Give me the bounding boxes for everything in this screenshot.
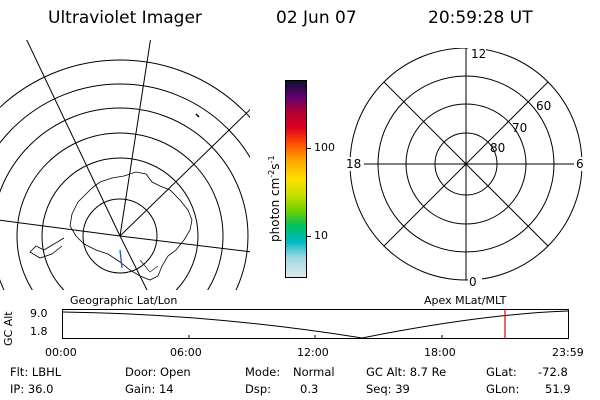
status-filter: Flt: LBHL — [10, 365, 62, 379]
time-title: 20:59:28 UT — [428, 8, 533, 28]
status-glon-value: 51.9 — [545, 382, 571, 396]
altitude-xtick-0600: 06:00 — [170, 346, 202, 359]
status-mode-value: Normal — [293, 365, 335, 379]
altitude-xtick-0000: 00:00 — [45, 346, 77, 359]
instrument-title: Ultraviolet Imager — [48, 8, 202, 28]
status-dsp-value: 0.3 — [300, 382, 319, 396]
antarctica-coastline — [29, 171, 193, 281]
status-glat-value: -72.8 — [538, 365, 568, 379]
status-ip: IP: 36.0 — [10, 382, 54, 396]
altitude-timeline — [62, 309, 569, 339]
mlt-label-6: 6 — [576, 157, 584, 171]
lat-label-60: 60 — [536, 99, 551, 113]
status-glat-label: GLat: — [486, 365, 517, 379]
altitude-ylabel: GC Alt — [2, 311, 15, 346]
mlt-label-0: 0 — [469, 275, 477, 288]
apex-label: Apex MLat/MLT — [424, 294, 507, 307]
status-door: Door: Open — [125, 365, 191, 379]
lat-label-70: 70 — [512, 121, 527, 135]
status-gain: Gain: 14 — [125, 382, 174, 396]
apex-polar-plot: 12 18 6 0 60 70 80 — [342, 48, 588, 288]
color-scale-bar — [285, 80, 307, 278]
altitude-xtick-2359: 23:59 — [552, 346, 584, 359]
mlt-diagonal-2 — [383, 81, 549, 247]
longitude-lines — [0, 40, 250, 290]
altitude-ytick-top: 9.0 — [30, 307, 48, 320]
altitude-xtick-1200: 12:00 — [297, 346, 329, 359]
geographic-map — [0, 40, 250, 290]
mlt-label-12: 12 — [471, 48, 486, 61]
latitude-circles — [0, 59, 250, 290]
date-title: 02 Jun 07 — [276, 8, 357, 28]
status-dsp-label: Dsp: — [245, 382, 272, 396]
status-seq: Seq: 39 — [366, 382, 410, 396]
status-gc-alt: GC Alt: 8.7 Re — [366, 365, 447, 379]
altitude-ytick-bottom: 1.8 — [30, 325, 48, 338]
colorbar-tick-10 — [306, 236, 311, 237]
colorbar-tick-100 — [306, 148, 311, 149]
colorbar-unit-label: photon cm-2s-1 — [267, 155, 282, 242]
lat-label-80: 80 — [490, 141, 505, 155]
altitude-xtick-1800: 18:00 — [424, 346, 456, 359]
altitude-curve — [62, 310, 569, 339]
colorbar-label-10: 10 — [314, 229, 328, 242]
colorbar-label-100: 100 — [314, 141, 335, 154]
status-mode-label: Mode: — [245, 365, 281, 379]
status-glon-label: GLon: — [486, 382, 520, 396]
geographic-label: Geographic Lat/Lon — [70, 294, 178, 307]
mlt-label-18: 18 — [346, 157, 361, 171]
